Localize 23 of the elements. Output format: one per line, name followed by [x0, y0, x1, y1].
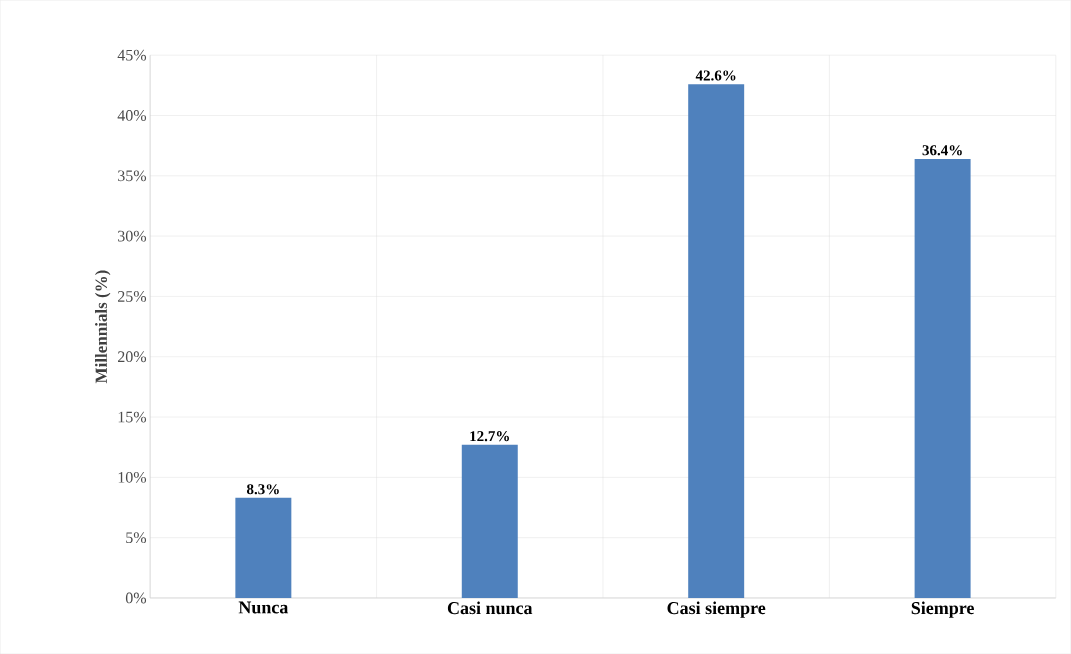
x-tick-label: Casi nunca [447, 601, 533, 615]
data-label: 12.7% [470, 430, 509, 442]
data-label: 8.3% [246, 484, 279, 495]
y-tick-label: 40% [117, 109, 147, 121]
x-tick-label: Siempre [911, 601, 974, 618]
data-label: 42.6% [695, 70, 736, 81]
y-tick-label: 0% [125, 592, 147, 604]
bar [688, 84, 745, 598]
y-tick-label: 5% [126, 532, 147, 543]
y-tick-label: 10% [118, 471, 147, 483]
data-label: 36.4% [922, 145, 962, 156]
bar [914, 158, 971, 598]
y-axis-title: Millennials (%) [95, 270, 111, 384]
bar [235, 497, 292, 598]
y-tick-label: 25% [118, 290, 147, 302]
y-tick-label: 30% [118, 230, 147, 242]
bar [461, 444, 518, 598]
y-tick-label: 45% [117, 49, 147, 61]
y-tick-label: 20% [118, 351, 147, 363]
y-tick-label: 35% [118, 170, 147, 182]
x-tick-label: Casi siempre [667, 601, 766, 618]
y-tick-label: 15% [118, 411, 147, 423]
x-tick-label: Nunca [238, 601, 289, 614]
